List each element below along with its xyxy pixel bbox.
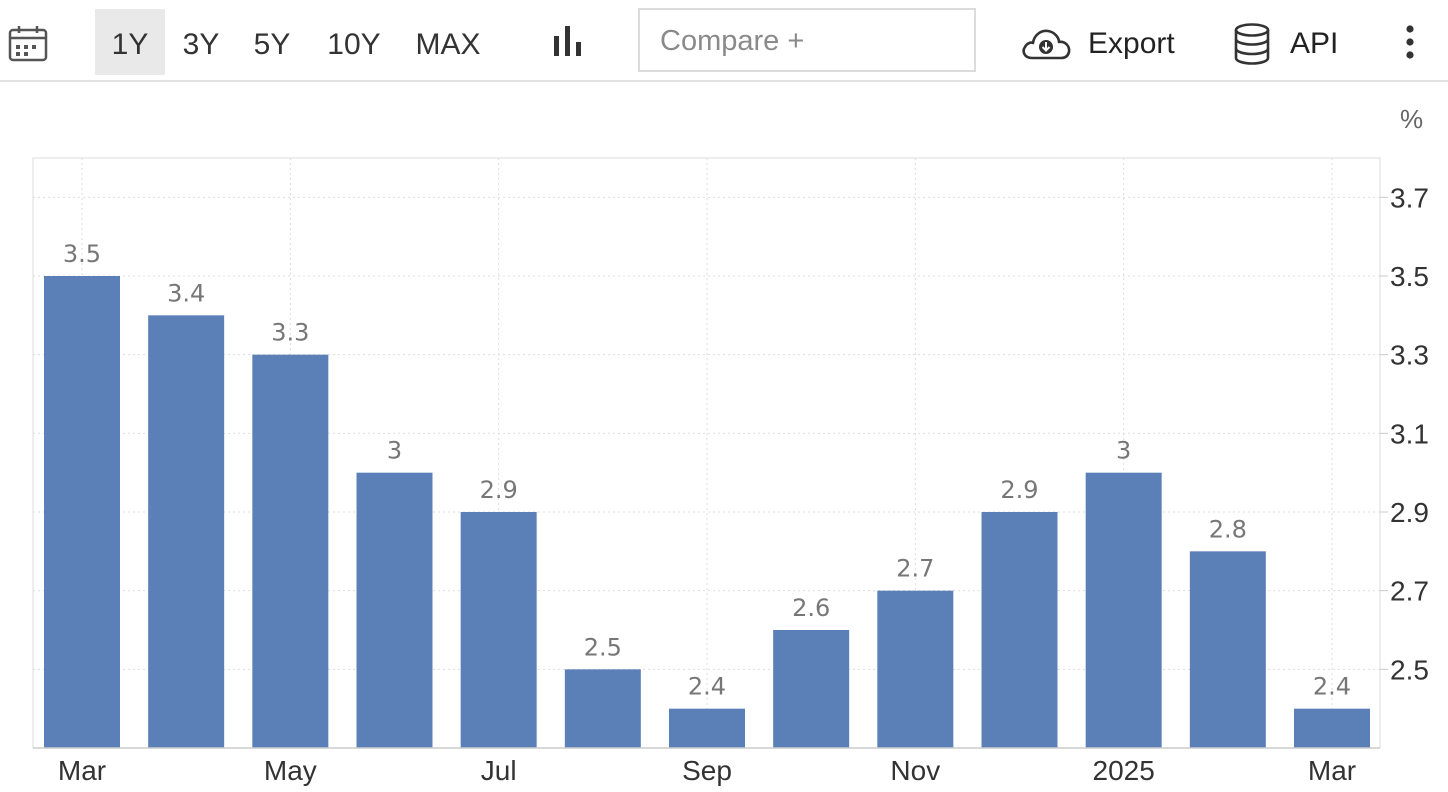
data-label: 2.4: [1313, 673, 1351, 701]
data-label: 3: [1116, 437, 1131, 465]
api-label: API: [1290, 27, 1339, 60]
bar: [1294, 708, 1370, 748]
bar-chart-icon[interactable]: [550, 22, 586, 60]
cloud-download-icon: [1022, 29, 1071, 60]
data-label: 2.4: [688, 673, 726, 701]
bar: [148, 315, 225, 748]
unit-label: %: [1400, 104, 1424, 134]
compare-input[interactable]: Compare +: [638, 8, 976, 72]
y-tick-label: 3.1: [1390, 418, 1429, 449]
y-tick-label: 2.7: [1390, 576, 1429, 607]
vertical-dots-icon[interactable]: [1396, 22, 1424, 62]
data-label: 3.5: [63, 240, 101, 268]
x-tick-label: Mar: [1308, 755, 1356, 786]
bar: [773, 630, 850, 748]
chart-toolbar: 1Y 3Y 5Y 10Y MAX Compare + Export API: [0, 0, 1448, 82]
bar: [981, 512, 1058, 748]
database-icon: [1234, 23, 1270, 65]
x-tick-label: May: [264, 755, 317, 786]
y-tick-label: 3.5: [1390, 261, 1429, 292]
bar: [1189, 551, 1266, 748]
y-tick-label: 2.5: [1390, 654, 1429, 685]
range-10y-button[interactable]: 10Y: [327, 28, 381, 61]
bar: [252, 354, 329, 748]
data-label: 2.8: [1209, 515, 1247, 543]
y-tick-label: 3.7: [1390, 182, 1429, 213]
y-tick-label: 3.3: [1390, 340, 1429, 371]
x-tick-label: 2025: [1093, 755, 1155, 786]
export-label: Export: [1088, 27, 1175, 60]
range-max-button[interactable]: MAX: [415, 28, 481, 61]
x-tick-label: Nov: [890, 755, 940, 786]
data-label: 2.5: [584, 633, 622, 661]
x-tick-label: Sep: [682, 755, 732, 786]
bar-chart: 2.5 2.7 2.9 3.1 3.3 3.5 3.7 Mar May Jul Sep Nov 2025…: [32, 157, 1429, 786]
bar: [460, 512, 537, 748]
y-tick-label: 2.9: [1390, 497, 1429, 528]
bar: [44, 276, 120, 748]
calendar-icon[interactable]: [8, 24, 48, 64]
data-label: 2.7: [896, 555, 934, 583]
bar: [669, 708, 745, 748]
range-3y-button[interactable]: 3Y: [182, 28, 220, 61]
data-label: 2.9: [1000, 476, 1038, 504]
x-tick-label: Jul: [481, 755, 517, 786]
data-label: 2.9: [480, 476, 518, 504]
range-1y-button[interactable]: 1Y: [95, 9, 165, 75]
x-tick-label: Mar: [58, 755, 106, 786]
bar: [1085, 472, 1162, 748]
data-label: 2.6: [792, 594, 830, 622]
data-label: 3.4: [167, 279, 205, 307]
bar: [356, 472, 433, 748]
data-label: 3.3: [271, 319, 309, 347]
bar: [877, 590, 954, 748]
range-5y-button[interactable]: 5Y: [253, 28, 291, 61]
bar: [564, 669, 641, 748]
data-label: 3: [387, 437, 402, 465]
